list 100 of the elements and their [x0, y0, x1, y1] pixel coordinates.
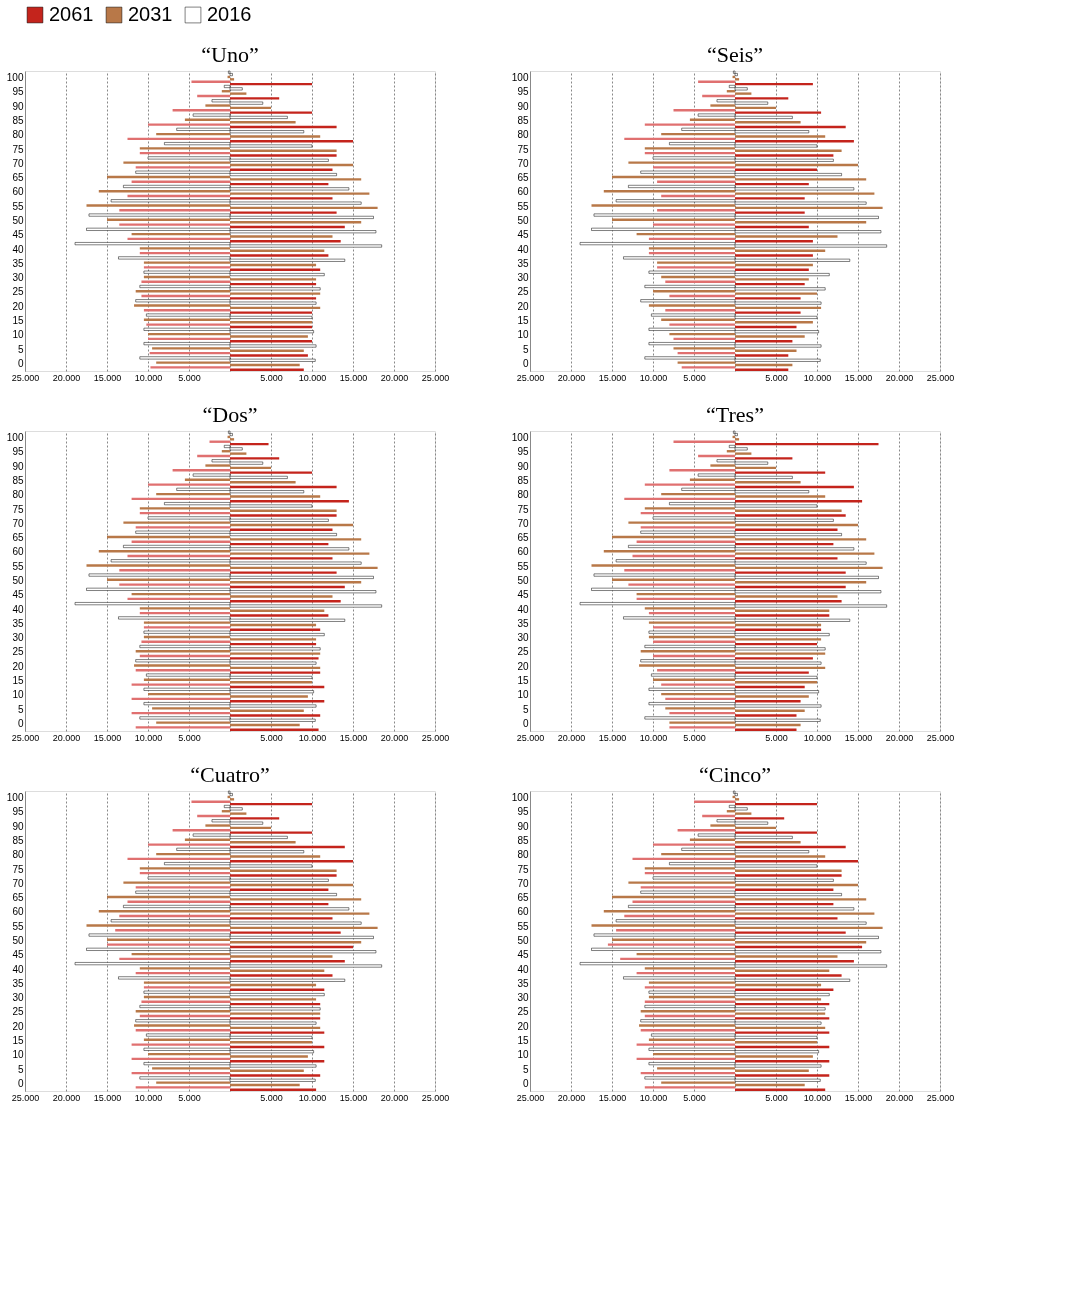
bar [143, 266, 230, 269]
bar [143, 981, 230, 984]
y-tick-label: 80 [12, 129, 24, 141]
y-tick-label: 5 [17, 703, 24, 715]
y-tick-label: 85 [517, 835, 529, 846]
y-tick-label: 35 [12, 977, 24, 989]
bar [131, 683, 230, 686]
bar [143, 626, 230, 629]
bar [735, 657, 813, 660]
y-tick-label: 100 [6, 432, 24, 444]
legend-label: 2061 [49, 3, 94, 25]
x-tick-label: 20.000 [52, 732, 81, 743]
bar [639, 1024, 735, 1027]
bar [710, 824, 735, 827]
bar [230, 614, 329, 617]
x-tick-label: 10.000 [298, 732, 327, 743]
bar [735, 917, 838, 920]
bar [230, 912, 370, 915]
bar [230, 111, 312, 114]
bar [735, 471, 826, 474]
bar [152, 707, 230, 710]
x-tick-label: 25.000 [421, 1092, 450, 1103]
y-tick-label: 80 [517, 849, 529, 861]
x-tick-label: 15.000 [598, 732, 627, 743]
bar [735, 97, 789, 100]
y-tick-label: 10 [12, 329, 24, 341]
x-tick-label: 5.000 [260, 732, 283, 743]
bar [230, 557, 333, 560]
bar [152, 1067, 230, 1070]
x-tick-label: 20.000 [885, 732, 914, 743]
y-tick-label: 40 [12, 243, 24, 255]
legend-label: 2031 [128, 3, 173, 25]
bar [230, 311, 312, 314]
y-tick-label: 100 [6, 792, 24, 804]
x-tick-label: 25.000 [11, 1092, 40, 1103]
bar [648, 621, 735, 624]
bar [735, 955, 838, 958]
bar [735, 557, 838, 560]
bar [139, 247, 230, 250]
y-tick-label: 0 [522, 717, 529, 729]
bar [86, 924, 230, 927]
bar [669, 323, 735, 326]
bar [735, 898, 867, 901]
y-tick-label: 55 [12, 920, 24, 932]
x-tick-label: 10.000 [803, 732, 832, 743]
x-tick-label: 10.000 [639, 372, 668, 383]
bar [135, 886, 230, 889]
y-tick-label: 25 [517, 646, 529, 658]
bar [135, 726, 230, 729]
y-tick-label: 10 [517, 1049, 529, 1061]
x-tick-label: 20.000 [52, 372, 81, 383]
y-tick-label: 85 [12, 475, 24, 486]
bar [230, 154, 337, 157]
x-tick-label: 5.000 [178, 1092, 201, 1103]
bar [735, 552, 875, 555]
y-tick-label: 45 [12, 229, 24, 241]
bar [205, 824, 230, 827]
y-tick-label: 65 [12, 172, 24, 184]
bar [644, 123, 735, 126]
y-tick-label: 25 [12, 286, 24, 298]
bar [230, 235, 333, 238]
bar [628, 881, 735, 884]
bar [86, 564, 230, 567]
bar [628, 583, 735, 586]
y-tick-label: 90 [12, 100, 24, 112]
y-tick-label: 65 [12, 892, 24, 904]
bar [735, 178, 867, 181]
bar [735, 538, 867, 541]
bar [735, 798, 740, 801]
bar [735, 855, 826, 858]
bar [673, 347, 735, 350]
bar [648, 247, 735, 250]
bar [230, 471, 312, 474]
bar [644, 1086, 735, 1089]
y-tick-label: 5 [522, 343, 529, 355]
x-tick-label: 10.000 [639, 732, 668, 743]
y-tick-label: 60 [517, 906, 529, 918]
y-tick-label: 40 [12, 603, 24, 615]
y-tick-label: 85 [517, 115, 529, 126]
bar [628, 521, 735, 524]
bar [143, 261, 230, 264]
bar [661, 1081, 735, 1084]
x-tick-label: 20.000 [380, 372, 409, 383]
bar [123, 521, 230, 524]
y-tick-label: 100 [6, 72, 24, 84]
x-tick-label: 15.000 [844, 1092, 873, 1103]
bar [653, 166, 735, 169]
bar [205, 104, 230, 107]
x-tick-label: 15.000 [598, 1092, 627, 1103]
y-tick-label: 30 [517, 272, 529, 284]
bar [148, 843, 230, 846]
bar [139, 867, 230, 870]
bar [628, 161, 735, 164]
bar [230, 297, 317, 300]
bar [230, 92, 247, 95]
y-tick-label: 25 [12, 646, 24, 658]
y-tick-label: 95 [12, 86, 24, 98]
bar [735, 192, 875, 195]
y-tick-label: 35 [12, 617, 24, 629]
y-tick-label: 75 [517, 143, 529, 155]
